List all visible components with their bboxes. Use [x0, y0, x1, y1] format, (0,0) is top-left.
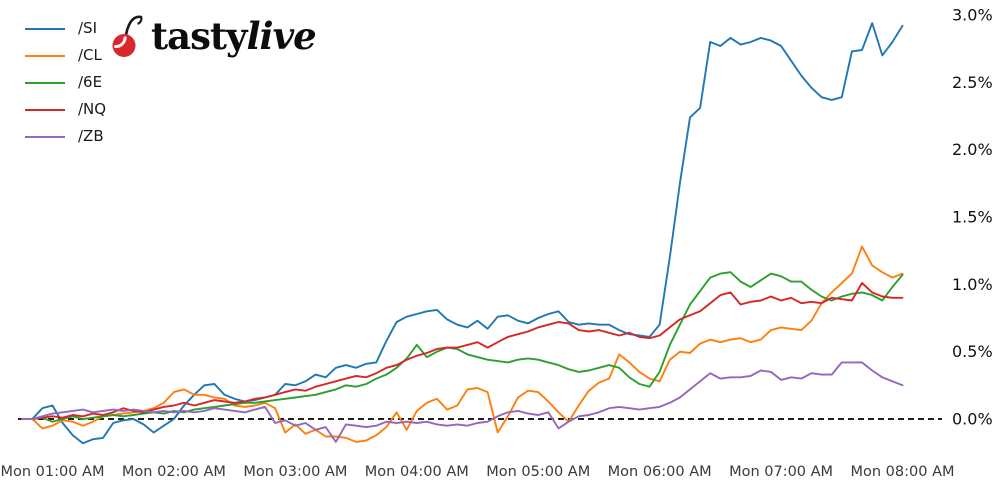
legend-label: /6E [78, 73, 103, 91]
legend-item-SI: /SI [25, 15, 106, 42]
x-tick-label: Mon 05:00 AM [486, 464, 590, 480]
y-tick-label: 1.5% [952, 208, 993, 227]
legend-swatch [25, 81, 65, 84]
y-tick-label: 2.5% [952, 73, 993, 92]
legend-label: /NQ [78, 100, 107, 118]
y-tick-label: 0.0% [952, 410, 993, 429]
cherry-icon [112, 15, 143, 57]
legend-item-NQ: /NQ [25, 96, 106, 123]
legend-swatch [25, 54, 65, 57]
legend-swatch [25, 135, 65, 138]
x-tick-label: Mon 03:00 AM [243, 464, 347, 480]
series-line-SI [21, 22, 904, 445]
x-tick-label: Mon 02:00 AM [122, 464, 226, 480]
x-tick-label: Mon 07:00 AM [729, 464, 833, 480]
legend-item-6E: /6E [25, 69, 106, 96]
legend-swatch [25, 108, 65, 111]
x-tick-label: Mon 04:00 AM [365, 464, 469, 480]
x-tick-label: Mon 08:00 AM [851, 464, 955, 480]
legend-item-ZB: /ZB [25, 123, 106, 150]
tastylive-logo: tastylive [110, 14, 317, 58]
legend-label: /CL [78, 46, 102, 64]
legend-item-CL: /CL [25, 42, 106, 69]
y-tick-label: 1.0% [952, 275, 993, 294]
y-tick-label: 2.0% [952, 140, 993, 159]
logo-wordmark: tastylive [151, 14, 317, 58]
logo-text-live: live [246, 14, 317, 58]
y-tick-label: 3.0% [952, 6, 993, 25]
series-line-CL [21, 245, 904, 443]
legend-label: /ZB [78, 127, 104, 145]
series-line-ZB [21, 361, 904, 443]
x-tick-label: Mon 01:00 AM [0, 464, 104, 480]
series-line-NQ [21, 282, 904, 420]
x-tick-label: Mon 06:00 AM [608, 464, 712, 480]
legend-swatch [25, 27, 65, 30]
logo-text-tasty: tasty [151, 14, 247, 58]
y-tick-label: 0.5% [952, 342, 993, 361]
chart-legend: /SI/CL/6E/NQ/ZB [25, 15, 106, 150]
legend-label: /SI [78, 19, 97, 37]
